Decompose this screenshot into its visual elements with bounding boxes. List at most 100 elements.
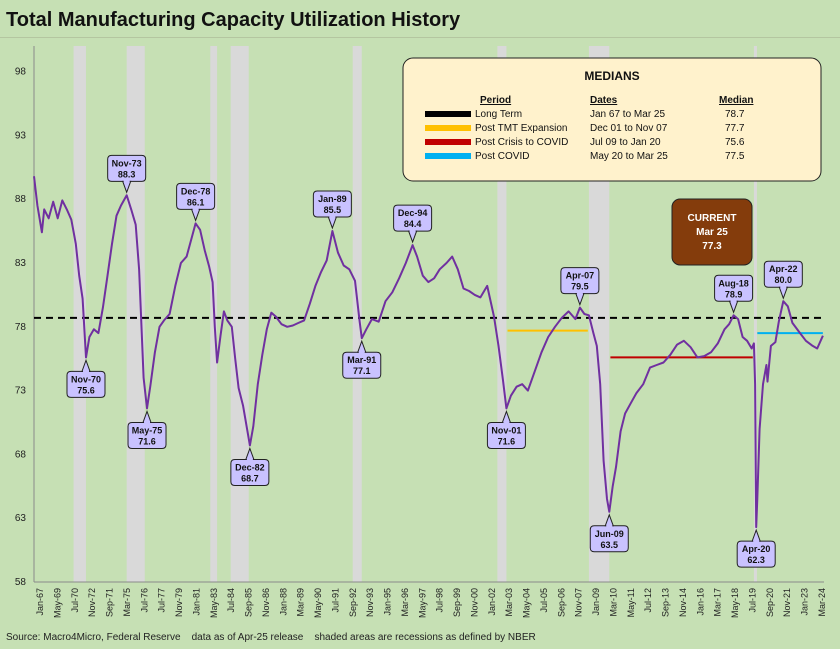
- annotation-date: May-75: [132, 425, 163, 435]
- x-tick-label: Jul-12: [643, 588, 653, 613]
- annotation-box: [393, 204, 433, 232]
- annotation-date: Mar-91: [347, 355, 376, 365]
- legend-median: 77.7: [725, 123, 745, 134]
- annotation-box: [589, 525, 629, 553]
- annotation-box: [127, 421, 167, 449]
- y-tick-label: 58: [15, 577, 27, 588]
- annotation-pointer: [728, 300, 739, 314]
- x-tick-label: Mar-96: [400, 588, 410, 617]
- annotation-date: Dec-94: [398, 208, 428, 218]
- recession-band: [126, 46, 145, 582]
- x-tick-label: Nov-79: [174, 588, 184, 617]
- capacity-utilization-chart: 58 63 68 73 78 83 88 93 98 Jan-67 May-69 Jul-70 Nov-…: [15, 46, 827, 618]
- annotation-value: 75.6: [77, 385, 95, 395]
- x-tick-label: Jan-81: [191, 588, 201, 616]
- legend-dates: Dec 01 to Nov 07: [590, 123, 668, 134]
- x-tick-label: Jan-23: [800, 588, 810, 616]
- annotation-pointer: [327, 216, 338, 230]
- x-tick-label: Jul-77: [157, 588, 167, 613]
- x-tick-label: May-18: [730, 588, 740, 618]
- annotation-value: 86.1: [187, 197, 205, 207]
- annotation-box: [342, 351, 382, 379]
- x-tick-label: Jul-19: [747, 588, 757, 613]
- recession-band: [352, 46, 362, 582]
- x-tick-label: Nov-21: [782, 588, 792, 617]
- legend-period: Long Term: [475, 109, 522, 120]
- title-divider: [0, 37, 840, 38]
- annotation-pointer: [751, 528, 761, 542]
- x-tick-label: Mar-24: [817, 588, 827, 617]
- annotation-value: 84.4: [404, 219, 422, 229]
- x-tick-label: Jan-95: [383, 588, 393, 616]
- y-tick-label: 93: [15, 130, 27, 141]
- annotation-box: [176, 182, 216, 210]
- x-tick-label: Jul-05: [539, 588, 549, 613]
- x-tick-label: Jan-67: [35, 588, 45, 616]
- annotation-value: 71.6: [498, 436, 516, 446]
- annotation-date: Nov-01: [491, 425, 521, 435]
- annotation-box: [312, 190, 352, 218]
- legend-box: [402, 57, 822, 182]
- x-tick-label: Sep-92: [348, 588, 358, 617]
- annotation-box: [560, 267, 600, 295]
- y-tick-label: 68: [15, 449, 27, 460]
- x-tick-label: Nov-72: [87, 588, 97, 617]
- x-tick-label: Nov-07: [574, 588, 584, 617]
- annotation-date: Dec-78: [181, 186, 211, 196]
- annotation-date: Dec-82: [235, 462, 265, 472]
- current-text: 77.3: [702, 241, 722, 252]
- annotation-box: [486, 421, 526, 449]
- current-box: [671, 198, 753, 266]
- annotation-box: [736, 540, 776, 568]
- annotation-pointer: [778, 286, 789, 300]
- annotation-value: 62.3: [747, 555, 765, 565]
- current-text: Mar 25: [696, 227, 728, 238]
- x-tick-label: Mar-75: [122, 588, 132, 617]
- annotation-box: [107, 154, 147, 182]
- x-tick-label: May-69: [52, 588, 62, 618]
- legend-median: 77.5: [725, 151, 745, 162]
- annotation-box: [66, 370, 106, 398]
- x-tick-label: Nov-14: [678, 588, 688, 617]
- annotation-value: 77.1: [353, 366, 371, 376]
- annotation-box: [763, 260, 803, 288]
- annotation-date: Apr-22: [769, 264, 798, 274]
- chart-title: Total Manufacturing Capacity Utilization…: [6, 9, 461, 31]
- annotation-value: 85.5: [324, 205, 342, 215]
- legend-median: 78.7: [725, 109, 745, 120]
- legend-dates: May 20 to Mar 25: [590, 151, 668, 162]
- x-tick-label: Sep-71: [105, 588, 115, 617]
- annotation-date: Jan-89: [318, 194, 347, 204]
- x-tick-label: Sep-13: [661, 588, 671, 617]
- legend-title: MEDIANS: [584, 69, 639, 83]
- x-tick-label: May-90: [313, 588, 323, 618]
- annotation-date: Nov-73: [112, 158, 142, 168]
- annotation-pointer: [407, 230, 418, 244]
- x-tick-label: Jan-16: [695, 588, 705, 616]
- legend-header: Period: [480, 95, 511, 106]
- x-tick-label: Jul-91: [330, 588, 340, 613]
- legend-dates: Jul 09 to Jan 20: [590, 137, 661, 148]
- x-tick-label: Sep-06: [556, 588, 566, 617]
- x-tick-label: Jul-70: [70, 588, 80, 613]
- recession-band: [753, 46, 757, 582]
- annotation-value: 78.9: [725, 289, 743, 299]
- annotation-value: 79.5: [571, 282, 589, 292]
- x-tick-label: Jan-88: [278, 588, 288, 616]
- capacity-utilization-series: [33, 176, 824, 529]
- x-tick-label: Jul-84: [226, 588, 236, 613]
- annotation-date: Apr-20: [742, 544, 771, 554]
- x-tick-label: May-04: [522, 588, 532, 618]
- annotation-date: Jun-09: [595, 529, 624, 539]
